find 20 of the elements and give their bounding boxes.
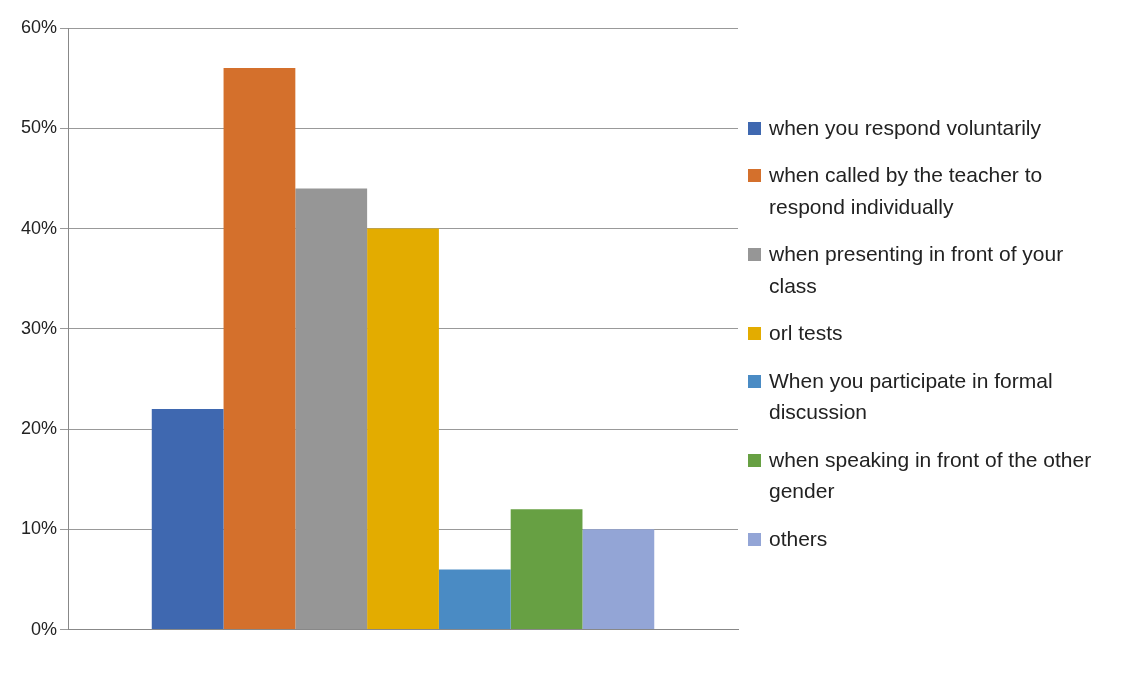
bar	[582, 529, 655, 630]
y-tick-label: 30%	[21, 317, 58, 338]
legend-label: when presenting in front of your class	[769, 241, 1065, 299]
legend-label: orl tests	[769, 320, 843, 347]
bar	[367, 228, 439, 630]
legend-label: When you participate in formal discussion	[769, 367, 1054, 426]
legend-label: when called by the teacher to respond individually	[769, 162, 1044, 220]
legend-label: others	[769, 525, 828, 552]
bar	[223, 68, 296, 630]
y-tick-label: 20%	[21, 418, 58, 439]
bar	[151, 409, 224, 630]
y-tick-label: 40%	[21, 217, 58, 238]
y-tick-label: 10%	[21, 518, 58, 539]
y-tick-label: 60%	[21, 16, 58, 37]
bar	[510, 509, 583, 630]
y-tick-label: 50%	[21, 117, 58, 138]
legend-label: when speaking in front of the other gender	[769, 446, 1093, 505]
legend-label: when you respond voluntarily	[769, 114, 1041, 141]
y-tick-label: 0%	[31, 618, 58, 639]
bar	[438, 569, 511, 630]
